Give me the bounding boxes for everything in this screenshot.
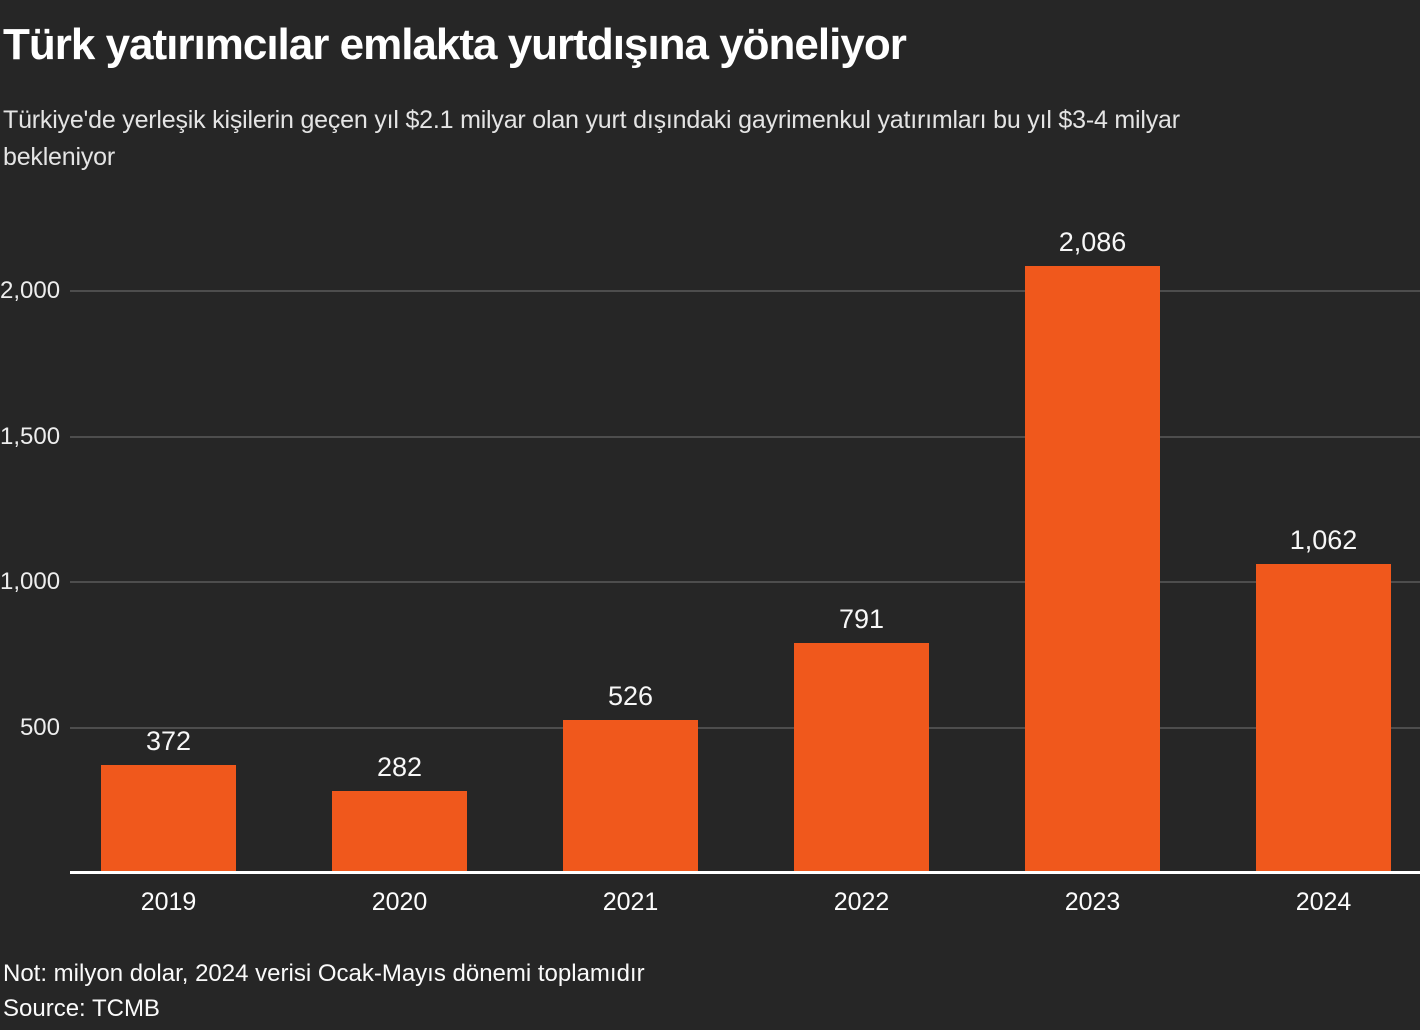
gridline-y-500: [70, 726, 1420, 729]
bar-2019: [101, 764, 236, 873]
bar-2024: [1256, 563, 1391, 873]
chart-source: Source: TCMB: [3, 995, 160, 1022]
y-tick-label: 1,500: [0, 422, 61, 450]
chart-title: Türk yatırımcılar emlakta yurtdışına yön…: [3, 20, 907, 69]
bar-2020: [332, 790, 467, 873]
subtitle-line-1: Türkiye'de yerleşik kişilerin geçen yıl …: [3, 106, 1180, 134]
gridline-y-1000: [70, 581, 1420, 583]
x-tick-label: 2019: [140, 888, 197, 916]
chart-subtitle: Türkiye'de yerleşik kişilerin geçen yıl …: [3, 102, 1180, 176]
y-tick-label: 1,000: [0, 568, 61, 595]
gridline-y-2000: [70, 290, 1420, 292]
y-tick-label: 500: [19, 713, 60, 741]
x-tick-label: 2024: [1295, 888, 1352, 916]
x-tick-label: 2023: [1064, 888, 1121, 916]
bar-2021: [563, 719, 698, 873]
bar-value-label: 282: [376, 751, 423, 782]
bar-2022: [794, 642, 929, 873]
x-tick-label: 2021: [602, 888, 659, 916]
bar-value-label: 2,086: [1058, 226, 1127, 257]
gridline-y-1500: [70, 435, 1420, 438]
x-axis-baseline: [70, 871, 1420, 874]
subtitle-line-2: bekleniyor: [3, 143, 115, 171]
bar-value-label: 791: [838, 603, 885, 634]
y-tick-label: 2,000: [0, 277, 61, 304]
x-tick-label: 2022: [833, 888, 890, 916]
bar-2023: [1025, 265, 1160, 873]
bar-value-label: 1,062: [1289, 524, 1358, 555]
x-tick-label: 2020: [371, 888, 428, 916]
chart-note: Not: milyon dolar, 2024 verisi Ocak-Mayı…: [3, 960, 645, 987]
bar-value-label: 372: [145, 725, 192, 756]
bar-value-label: 526: [607, 680, 654, 711]
